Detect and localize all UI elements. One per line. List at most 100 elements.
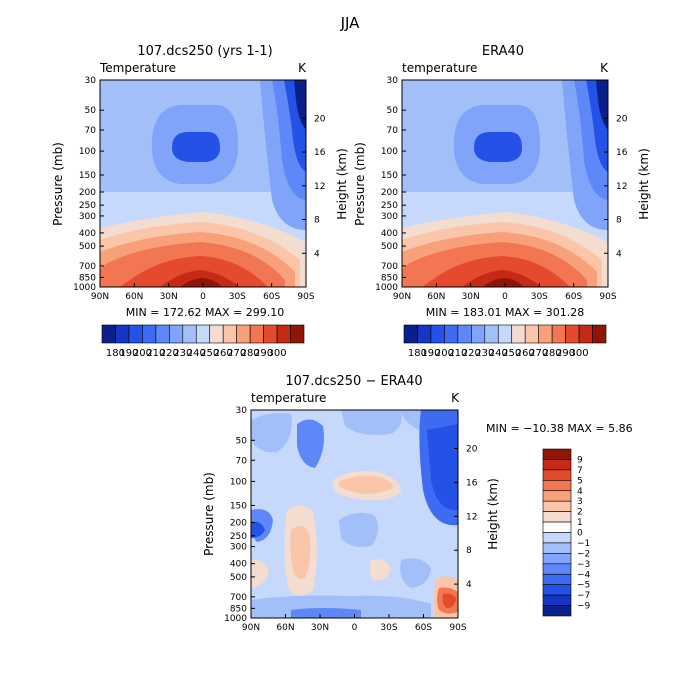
latitude-tick-label: 60S (263, 292, 280, 302)
colorbar-label: 190 (119, 348, 138, 359)
units-label: K (451, 391, 460, 405)
variable-label: temperature (402, 61, 477, 75)
colorbar-label: 230 (475, 348, 494, 359)
pressure-tick-label: 200 (79, 188, 96, 198)
stats-label: MIN = −10.38 MAX = 5.86 (486, 422, 633, 435)
y2-axis-label: Height (km) (486, 478, 500, 549)
colorbar-swatch (155, 324, 170, 344)
colorbar-swatch (222, 324, 237, 344)
colorbar-swatch (542, 511, 572, 523)
colorbar-label: 1 (577, 518, 583, 528)
colorbar-swatch (430, 324, 445, 344)
pressure-tick-label: 70 (85, 126, 97, 136)
colorbar-swatch (542, 500, 572, 512)
colorbar-swatch (484, 324, 499, 344)
colorbar-label: 240 (489, 348, 508, 359)
colorbar-swatch (182, 324, 197, 344)
pressure-tick-label: 700 (381, 262, 398, 272)
pressure-tick-label: 500 (381, 242, 398, 252)
colorbar-swatch (417, 324, 432, 344)
height-tick-label: 16 (616, 148, 628, 158)
units-label: K (600, 61, 609, 75)
latitude-tick-label: 30N (160, 292, 178, 302)
colorbar-label: 220 (462, 348, 481, 359)
colorbar-swatch (538, 324, 553, 344)
pressure-tick-label: 1000 (375, 283, 398, 293)
pressure-tick-label: 700 (230, 593, 247, 603)
pressure-tick-label: 200 (381, 188, 398, 198)
pressure-tick-label: 400 (381, 229, 398, 239)
pressure-tick-label: 500 (230, 573, 247, 583)
height-tick-label: 12 (616, 182, 627, 192)
latitude-tick-label: 90S (449, 623, 466, 633)
panel-reanalysis: ERA40 temperature K Pressure (mb) Height… (353, 44, 651, 359)
colorbar-label: 0 (577, 529, 583, 539)
colorbar-label: 4 (577, 487, 583, 497)
colorbar-swatch (276, 324, 291, 344)
latitude-tick-label: 90N (393, 292, 411, 302)
stats-label: MIN = 172.62 MAX = 299.10 (126, 306, 284, 319)
height-tick-label: 16 (466, 478, 478, 488)
height-tick-label: 8 (466, 546, 472, 556)
colorbar-swatch (511, 324, 526, 344)
height-tick-label: 4 (616, 249, 622, 259)
colorbar-label: 5 (577, 476, 583, 486)
colorbar-label: 250 (200, 348, 219, 359)
latitude-tick-label: 30S (380, 623, 397, 633)
y2-axis-label: Height (km) (637, 148, 651, 219)
colorbar-label: 180 (106, 348, 125, 359)
colorbar-swatch (249, 324, 264, 344)
panel-title: 107.dcs250 (yrs 1-1) (137, 44, 272, 59)
latitude-tick-label: 30S (531, 292, 548, 302)
height-tick-label: 12 (314, 182, 325, 192)
colorbar-label: 270 (529, 348, 548, 359)
colorbar-swatch (542, 594, 572, 606)
y2-axis-label: Height (km) (335, 148, 349, 219)
colorbar-label: 260 (516, 348, 535, 359)
panel-difference: 107.dcs250 − ERA40 temperature K (202, 374, 633, 633)
pressure-tick-label: 30 (387, 76, 399, 86)
colorbar-label: 300 (268, 348, 287, 359)
y-axis-label: Pressure (mb) (353, 142, 367, 226)
pressure-tick-label: 200 (230, 519, 247, 529)
colorbar-swatch (457, 324, 472, 344)
colorbar-label: 270 (227, 348, 246, 359)
colorbar-swatch (142, 324, 157, 344)
colorbar-swatch (542, 480, 572, 492)
colorbar-swatch (542, 542, 572, 554)
colorbar-label: 240 (187, 348, 206, 359)
colorbar-label: 290 (254, 348, 273, 359)
colorbar-label: −3 (577, 560, 590, 570)
colorbar-swatch (444, 324, 459, 344)
pressure-tick-label: 150 (79, 171, 96, 181)
latitude-tick-label: 30N (311, 623, 329, 633)
colorbar-swatch (551, 324, 566, 344)
colorbar-swatch (101, 324, 116, 344)
colorbar-swatch (578, 324, 593, 344)
panel-title: 107.dcs250 − ERA40 (285, 374, 422, 389)
latitude-tick-label: 90S (599, 292, 616, 302)
colorbar-label: −4 (577, 570, 591, 580)
y-axis-label: Pressure (mb) (202, 472, 216, 556)
latitude-tick-label: 60S (565, 292, 582, 302)
colorbar-label: 260 (214, 348, 233, 359)
height-tick-label: 20 (616, 114, 628, 124)
pressure-tick-label: 400 (230, 560, 247, 570)
colorbar-label: −1 (577, 539, 590, 549)
colorbar-label: 9 (577, 455, 583, 465)
y-axis-label: Pressure (mb) (51, 142, 65, 226)
colorbar-swatch (542, 490, 572, 502)
pressure-tick-label: 1000 (73, 283, 96, 293)
colorbar-swatch (263, 324, 278, 344)
colorbar-label: 220 (160, 348, 179, 359)
pressure-tick-label: 150 (381, 171, 398, 181)
variable-label: temperature (251, 391, 326, 405)
pressure-tick-label: 30 (85, 76, 97, 86)
pressure-tick-label: 50 (85, 106, 97, 116)
colorbar-swatch (542, 573, 572, 585)
colorbar-swatch (542, 521, 572, 533)
pressure-tick-label: 250 (381, 201, 398, 211)
pressure-tick-label: 300 (79, 212, 96, 222)
height-tick-label: 8 (314, 216, 320, 226)
colorbar-swatch (497, 324, 513, 344)
